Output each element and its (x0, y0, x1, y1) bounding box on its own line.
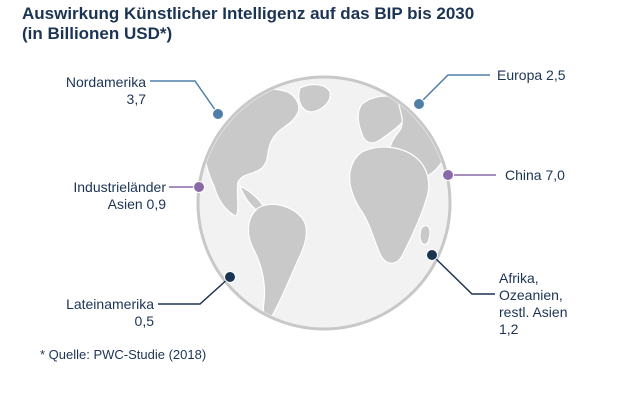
label-china: China 7,0 (505, 167, 565, 184)
globe (196, 75, 452, 331)
label-industrielaender-asien: Industrieländer Asien 0,9 (44, 179, 166, 213)
source-footnote: * Quelle: PWC-Studie (2018) (40, 347, 207, 362)
label-nordamerika-line-2: 3,7 (126, 91, 146, 107)
marker-europa (413, 98, 425, 110)
label-lateinamerika-line-2: 0,5 (134, 313, 154, 329)
connectors (150, 74, 496, 305)
label-afrika-line-3: restl. Asien (499, 304, 568, 320)
connector-europa (418, 74, 490, 105)
land-madagascar (419, 225, 431, 246)
label-afrika-line-1: Afrika, (499, 270, 539, 286)
label-lateinamerika-line-1: Lateinamerika (66, 296, 154, 312)
label-lateinamerika: Lateinamerika 0,5 (40, 296, 154, 330)
connector-lateinamerika (158, 276, 231, 305)
land-greenland (298, 83, 331, 113)
marker-china (442, 169, 454, 181)
label-afrika-line-2: Ozeanien, (499, 287, 563, 303)
connector-afrika-ozeanien (431, 254, 495, 295)
chart-title: Auswirkung Künstlicher Intelligenz auf d… (22, 4, 474, 44)
markers (193, 98, 454, 283)
marker-nordamerika (212, 108, 224, 120)
title-line-2: (in Billionen USD*) (22, 24, 173, 43)
label-europa-line-1: Europa 2,5 (497, 67, 566, 83)
land-africa (349, 146, 430, 264)
label-afrika-ozeanien: Afrika, Ozeanien, restl. Asien 1,2 (499, 270, 567, 338)
title-line-1: Auswirkung Künstlicher Intelligenz auf d… (22, 4, 475, 23)
marker-afrika-ozeanien (426, 249, 438, 261)
label-industrielaender-line-1: Industrieländer (73, 179, 166, 195)
label-china-line-1: China 7,0 (505, 167, 565, 183)
marker-industrielaender-asien (193, 181, 205, 193)
label-nordamerika-line-1: Nordamerika (65, 74, 146, 90)
marker-lateinamerika (224, 271, 236, 283)
label-industrielaender-line-2: Asien 0,9 (107, 196, 166, 212)
label-nordamerika: Nordamerika 3,7 (50, 74, 146, 108)
label-afrika-line-4: 1,2 (499, 321, 519, 337)
label-europa: Europa 2,5 (497, 67, 566, 84)
connector-nordamerika (150, 80, 219, 115)
